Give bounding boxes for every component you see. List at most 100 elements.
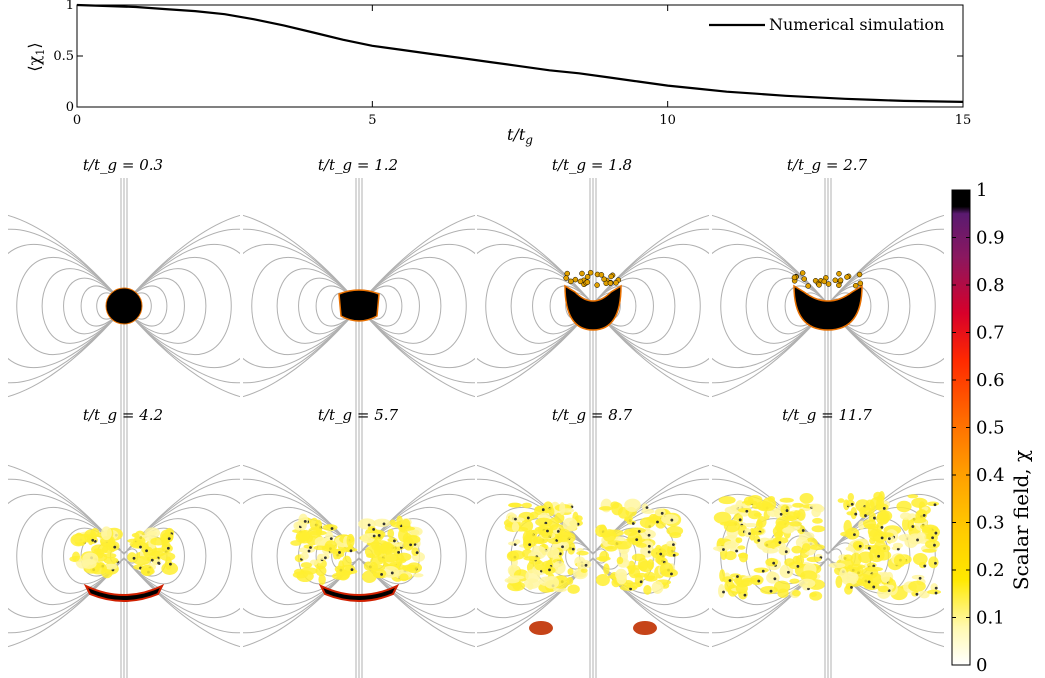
scalar-filament [567,568,574,576]
streamline [485,256,594,356]
scalar-filament [87,533,94,546]
x-tick-label: 10 [659,113,676,128]
scalar-filament [610,501,620,509]
scalar-filament [849,567,857,573]
scalar-filament [608,273,614,280]
streamline [510,268,594,344]
scalar-dot [514,517,517,521]
scalar-dot [933,543,936,547]
scalar-filament [901,517,910,531]
scalar-dot [635,538,639,541]
colorbar-tick-label: 0.8 [976,275,1005,296]
scalar-filament [791,545,803,554]
scalar-filament [315,525,323,537]
scalar-dot [796,564,800,568]
scalar-dot [850,502,854,506]
scalar-filament [650,547,667,559]
scalar-blob [564,284,622,331]
scalar-dot [145,549,148,553]
scalar-filament [665,551,679,557]
scalar-filament [651,581,664,594]
scalar-filament [309,559,318,566]
scalar-dot [323,556,327,560]
streamline [251,256,360,356]
panel-title: t/t_g = 0.3 [82,156,164,174]
scalar-filament [624,516,634,521]
streamline [276,268,360,344]
scalar-dot [139,545,142,549]
scalar-filament [537,523,554,537]
series-line-numerical-simulation [76,3,964,103]
scalar-filament [843,554,854,562]
streamline [123,244,240,368]
scalar-filament [522,536,533,551]
scalar-filament [880,571,890,583]
scalar-dot [922,513,926,517]
streamline [712,215,829,397]
scalar-filament [850,507,858,520]
scalar-field [713,491,942,601]
scalar-dot [372,527,376,531]
simulation-panel [243,178,475,428]
scalar-dot [853,533,856,536]
scalar-filament [722,576,734,583]
scalar-dot [637,530,641,533]
scalar-dot [880,536,884,540]
scalar-filament [559,502,566,516]
scalar-filament [576,559,592,569]
scalar-filament [548,506,555,517]
scalar-filament [607,280,614,286]
scalar-dot [526,516,530,520]
scalar-dot [558,552,562,556]
scalar-dot [784,550,788,554]
scalar-filament [735,583,748,594]
scalar-dot [157,561,161,565]
scalar-filament [401,518,411,530]
streamline [827,244,944,368]
scalar-filament [523,556,541,561]
streamline [123,277,185,335]
simulation-panel [8,428,240,678]
streamlines [712,428,944,678]
scalar-filament [793,510,801,519]
scalar-filament [791,274,798,281]
scalar-filament [103,552,117,559]
scalar-filament [71,551,81,562]
scalar-filament [584,274,591,280]
scalar-filament [626,582,641,589]
scalar-filament [101,526,112,541]
scalar-dot [548,568,551,572]
scalar-field [338,289,380,322]
scalar-filament [878,491,885,502]
scalar-filament [795,554,805,566]
scalar-filament [292,571,308,579]
scalar-filament [315,565,327,577]
scalar-dot [722,548,725,551]
scalar-dot [397,550,400,554]
scalar-dot [773,577,777,581]
scalar-filament [587,269,594,276]
scalar-base [529,621,553,635]
streamline [358,277,420,335]
scalar-filament [713,511,732,524]
scalar-filament [368,564,386,572]
streamline [123,465,240,647]
scalar-filament [720,521,738,527]
scalar-filament [602,529,617,542]
streamline [16,506,125,606]
scalar-filament [911,497,928,508]
scalar-dot [166,546,170,550]
scalar-filament [862,519,877,528]
scalar-filament [852,540,864,550]
scalar-filament [366,553,376,559]
scalar-filament [295,530,311,542]
scalar-dot [772,561,776,565]
scalar-dot [931,536,934,540]
scalar-filament [836,270,842,277]
scalar-filament [380,541,394,554]
streamline [80,285,125,327]
scalar-dot [934,531,938,535]
scalar-field [791,270,864,331]
scalar-filament [779,564,794,579]
scalar-filament [344,564,356,573]
